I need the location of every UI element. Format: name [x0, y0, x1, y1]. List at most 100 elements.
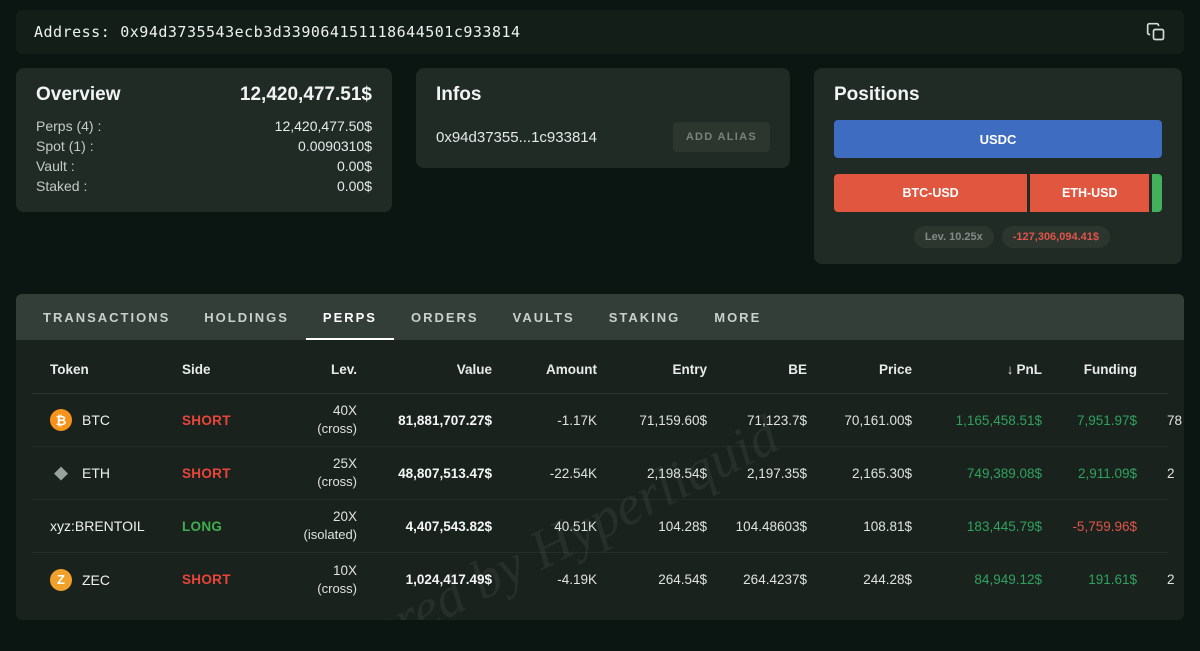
sort-desc-icon: ↓ [1006, 362, 1014, 377]
margin-mode: (cross) [317, 421, 357, 436]
overview-row-value: 0.0090310$ [298, 138, 372, 154]
amount-cell: -1.17K [557, 412, 597, 428]
position-bar-other[interactable] [1152, 174, 1162, 212]
pnl-cell: 749,389.08$ [966, 465, 1042, 481]
overview-row-value: 12,420,477.50$ [274, 118, 372, 134]
table-header: Token Side Lev. Value Amount Entry BE Pr… [32, 346, 1168, 394]
col-value: Value [456, 362, 492, 377]
col-pnl: PnL [1016, 362, 1043, 377]
tab-staking[interactable]: STAKING [608, 309, 681, 325]
clipped-cell: 2 [1167, 572, 1175, 587]
summary-cards: Overview 12,420,477.51$ Perps (4) : 12,42… [16, 68, 1184, 264]
table-row[interactable]: xyz:BRENTOIL LONG 20X (isolated) 4,407,543.8… [32, 500, 1168, 553]
be-cell: 71,123.7$ [746, 412, 807, 428]
entry-cell: 264.54$ [658, 572, 707, 587]
leverage-cell: 20X (isolated) [272, 508, 357, 544]
leverage-value: 20X [332, 509, 357, 524]
perps-table: Token Side Lev. Value Amount Entry BE Pr… [16, 340, 1184, 620]
tab-transactions[interactable]: TRANSACTIONS [43, 309, 171, 325]
price-cell: 244.28$ [863, 572, 912, 587]
table-row[interactable]: ₿ BTC SHORT 40X (cross) 81,881,707.27$ -1.17K 7… [32, 394, 1182, 447]
be-cell: 264.4237$ [743, 572, 807, 587]
tab-perps[interactable]: PERPS [306, 294, 394, 340]
infos-title: Infos [436, 84, 482, 105]
token-name: ETH [82, 465, 110, 481]
overview-row-value: 0.00$ [336, 178, 372, 194]
position-bar-eth-usd[interactable]: ETH-USD [1030, 174, 1150, 212]
leverage-cell: 10X (cross) [272, 562, 357, 598]
leverage-cell: 40X (cross) [272, 402, 357, 438]
side-label: LONG [182, 518, 223, 534]
clipped-cell: 2 [1167, 465, 1175, 481]
leverage-cell: 25X (cross) [272, 455, 357, 491]
leverage-value: 10X [332, 562, 357, 578]
copy-address-button[interactable] [1146, 22, 1166, 42]
leverage-value: 25X [332, 456, 357, 471]
funding-cell: -5,759.96$ [1072, 518, 1137, 534]
side-cell: SHORT [182, 413, 272, 428]
col-amount: Amount [546, 362, 597, 377]
funding-cell: 2,911.09$ [1077, 465, 1137, 481]
infos-card: Infos 0x94d37355...1c933814 ADD ALIAS [416, 68, 790, 168]
col-entry: Entry [672, 362, 707, 377]
col-side: Side [182, 362, 211, 377]
pnl-cell: 183,445.79$ [966, 518, 1042, 534]
pnl-cell: 1,165,458.51$ [955, 412, 1042, 428]
overview-row-value: 0.00$ [336, 158, 372, 174]
token-cell: xyz:BRENTOIL [32, 518, 182, 534]
overview-row: Staked : 0.00$ [36, 176, 372, 196]
leverage-value: 40X [332, 403, 357, 418]
value-cell: 4,407,543.82$ [405, 518, 492, 534]
overview-row: Vault : 0.00$ [36, 156, 372, 176]
token-cell: Z ZEC [32, 568, 182, 591]
clipped-cell: 78 [1167, 412, 1183, 428]
funding-cell: 191.61$ [1088, 572, 1137, 587]
positions-title: Positions [834, 84, 920, 105]
tab-holdings[interactable]: HOLDINGS [204, 309, 289, 325]
value-cell: 1,024,417.49$ [405, 572, 492, 587]
margin-mode: (isolated) [303, 527, 357, 542]
table-body: ₿ BTC SHORT 40X (cross) 81,881,707.27$ -1.17K 7… [32, 394, 1182, 606]
side-label: SHORT [182, 572, 231, 587]
token-cell: ₿ BTC [32, 409, 182, 431]
side-label: SHORT [182, 412, 231, 428]
position-bar-btc-usd[interactable]: BTC-USD [834, 174, 1028, 212]
position-bar-usdc[interactable]: USDC [834, 120, 1162, 158]
value-cell: 48,807,513.47$ [398, 465, 492, 481]
add-alias-button[interactable]: ADD ALIAS [672, 122, 770, 152]
overview-row-label: Spot (1) : [36, 138, 94, 154]
tab-vaults[interactable]: VAULTS [512, 309, 575, 325]
price-cell: 108.81$ [863, 518, 912, 534]
positions-card: Positions USDC BTC-USD ETH-USD Lev. 10.25… [814, 68, 1182, 264]
tab-bar: TRANSACTIONS HOLDINGS PERPS ORDERS VAULTS STA… [16, 294, 1184, 340]
table-row[interactable]: Z ZEC SHORT 10X (cross) 1,024,417.49$ -4.19K 26… [32, 553, 1175, 606]
main-panel: TRANSACTIONS HOLDINGS PERPS ORDERS VAULTS STA… [16, 294, 1184, 620]
address-value: 0x94d3735543ecb3d339064151118644501c9338… [120, 23, 521, 41]
price-cell: 70,161.00$ [844, 412, 912, 428]
amount-cell: -4.19K [557, 572, 597, 587]
overview-row-label: Perps (4) : [36, 118, 102, 134]
side-cell: SHORT [182, 466, 272, 481]
tab-orders[interactable]: ORDERS [410, 309, 479, 325]
amount-cell: 40.51K [554, 518, 597, 534]
address-label: Address: [34, 23, 111, 41]
table-row[interactable]: ◆ ETH SHORT 25X (cross) 48,807,513.47$ -22.54K… [32, 447, 1175, 500]
tab-more[interactable]: MORE [714, 309, 762, 325]
overview-card: Overview 12,420,477.51$ Perps (4) : 12,42… [16, 68, 392, 212]
positions-pair-bar: BTC-USD ETH-USD [834, 174, 1162, 212]
col-be: BE [788, 362, 807, 377]
side-label: SHORT [182, 465, 231, 481]
token-cell: ◆ ETH [32, 462, 182, 484]
side-cell: SHORT [182, 572, 272, 587]
col-funding: Funding [1083, 362, 1137, 377]
price-cell: 2,165.30$ [851, 465, 912, 481]
amount-cell: -22.54K [549, 465, 597, 481]
col-pnl-sort[interactable]: ↓ PnL [912, 362, 1042, 377]
overview-title: Overview [36, 84, 121, 105]
copy-icon [1146, 22, 1165, 41]
overview-total: 12,420,477.51$ [239, 84, 372, 105]
col-lev: Lev. [330, 362, 357, 377]
overview-row: Spot (1) : 0.0090310$ [36, 136, 372, 156]
overview-row-label: Vault : [36, 158, 75, 174]
entry-cell: 104.28$ [658, 518, 707, 534]
